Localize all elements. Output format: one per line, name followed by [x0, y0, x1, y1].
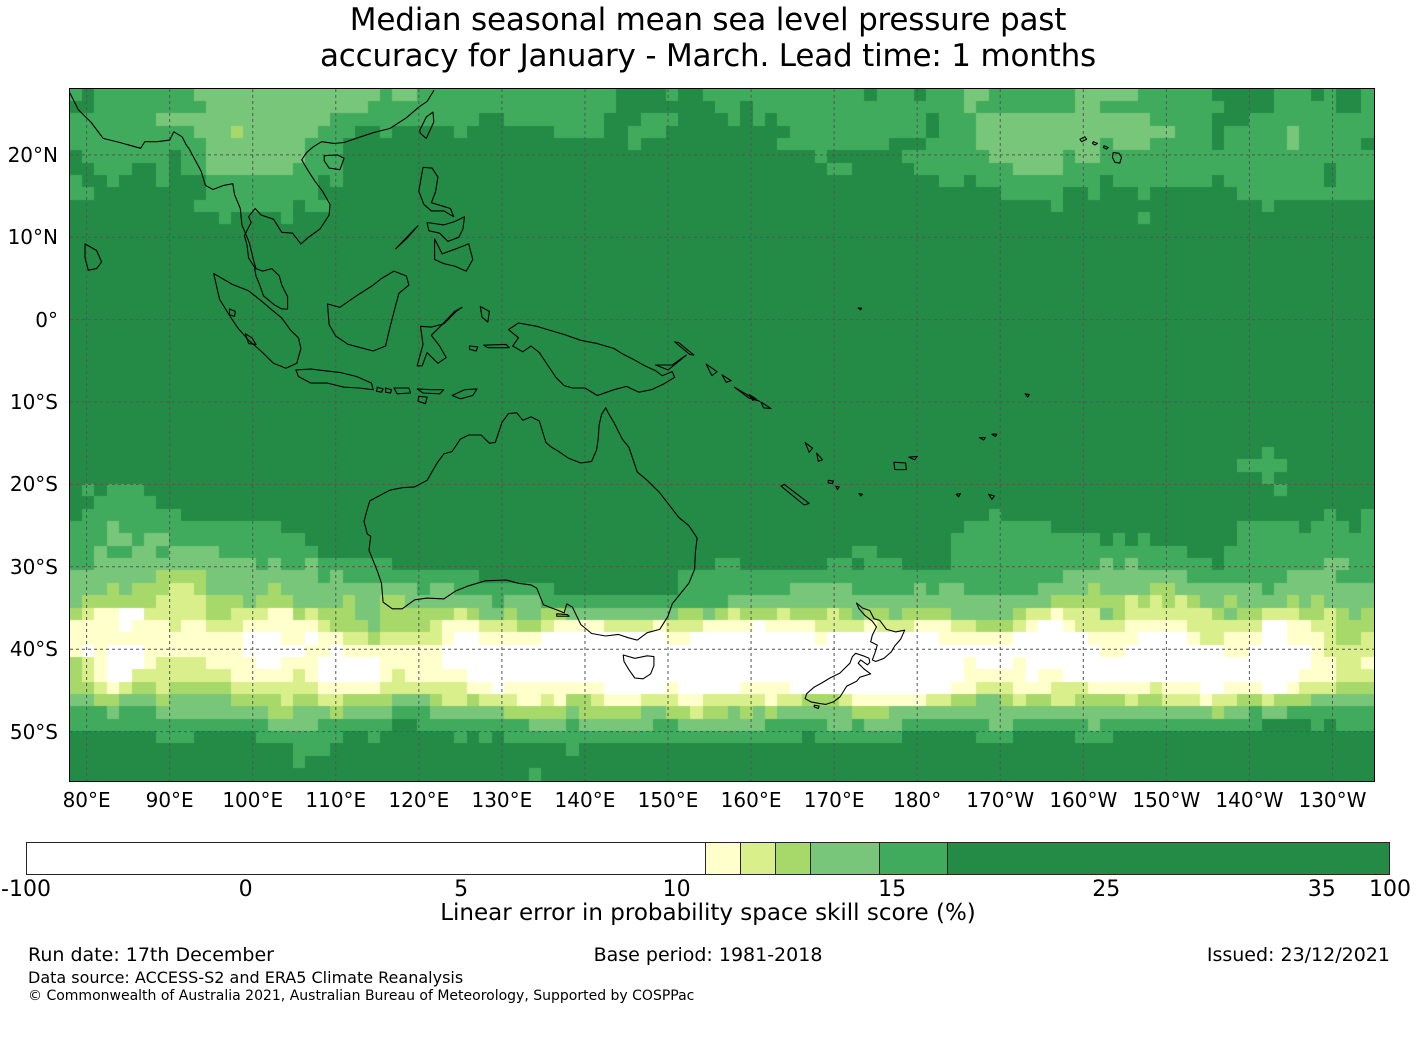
colorbar-tick-label: 0 — [238, 877, 253, 902]
colorbar-band — [878, 843, 948, 874]
longitude-tick-label: 160°W — [1049, 788, 1118, 812]
longitude-tick-label: 170°E — [803, 788, 865, 812]
longitude-tick-label: 160°E — [720, 788, 782, 812]
data-source-text: Data source: ACCESS-S2 and ERA5 Climate … — [28, 968, 464, 987]
colorbar-tick-label: 5 — [454, 877, 469, 902]
colorbar-band — [809, 843, 879, 874]
longitude-tick-label: 90°E — [145, 788, 194, 812]
longitude-tick-label: 130°E — [471, 788, 533, 812]
colorbar-tick-label: -100 — [1, 877, 51, 902]
longitude-tick-label: 150°W — [1132, 788, 1201, 812]
colorbar-tick-label: 100 — [1369, 877, 1411, 902]
longitude-tick-label: 110°E — [305, 788, 367, 812]
footer: Run date: 17th December Base period: 198… — [0, 944, 1416, 1004]
colorbar-band — [947, 843, 1390, 874]
colorbar-tick-label: 35 — [1307, 877, 1336, 902]
latitude-tick-label: 0° — [35, 307, 58, 332]
run-date-text: Run date: 17th December — [28, 944, 274, 966]
title-line-1: Median seasonal mean sea level pressure … — [349, 2, 1067, 38]
colorbar-tick-label: 15 — [878, 877, 907, 902]
longitude-tick-label: 80°E — [62, 788, 111, 812]
colorbar-band — [739, 843, 775, 874]
latitude-tick-label: 20°S — [9, 472, 58, 497]
longitude-tick-label: 100°E — [222, 788, 284, 812]
footer-row-primary: Run date: 17th December Base period: 198… — [0, 944, 1416, 968]
latitude-tick-label: 20°N — [7, 142, 58, 167]
copyright-text: © Commonwealth of Australia 2021, Austra… — [28, 988, 695, 1004]
base-period-text: Base period: 1981-2018 — [593, 944, 823, 966]
issued-date-text: Issued: 23/12/2021 — [1206, 944, 1390, 966]
colorbar-tick-label: 10 — [662, 877, 691, 902]
latitude-tick-label: 50°S — [9, 719, 58, 744]
colorbar-band — [774, 843, 810, 874]
colorbar-label: Linear error in probability space skill … — [440, 900, 976, 926]
colorbar-band — [27, 843, 705, 874]
page-title: Median seasonal mean sea level pressure … — [0, 2, 1416, 74]
colorbar-band — [705, 843, 740, 874]
longitude-tick-label: 140°E — [554, 788, 616, 812]
skill-score-heatmap — [70, 89, 1374, 781]
latitude-tick-label: 30°S — [9, 554, 58, 579]
longitude-tick-label: 120°E — [388, 788, 450, 812]
colorbar — [26, 842, 1390, 875]
longitude-tick-label: 150°E — [637, 788, 699, 812]
longitude-tick-label: 130°W — [1298, 788, 1367, 812]
longitude-tick-label: 180° — [893, 788, 942, 812]
latitude-tick-label: 10°N — [7, 225, 58, 250]
longitude-tick-label: 170°W — [966, 788, 1035, 812]
title-line-2: accuracy for January - March. Lead time:… — [319, 38, 1097, 74]
map-plot-area — [69, 88, 1375, 782]
latitude-tick-label: 40°S — [9, 637, 58, 662]
latitude-tick-label: 10°S — [9, 390, 58, 415]
longitude-tick-label: 140°W — [1215, 788, 1284, 812]
colorbar-tick-label: 25 — [1092, 877, 1121, 902]
